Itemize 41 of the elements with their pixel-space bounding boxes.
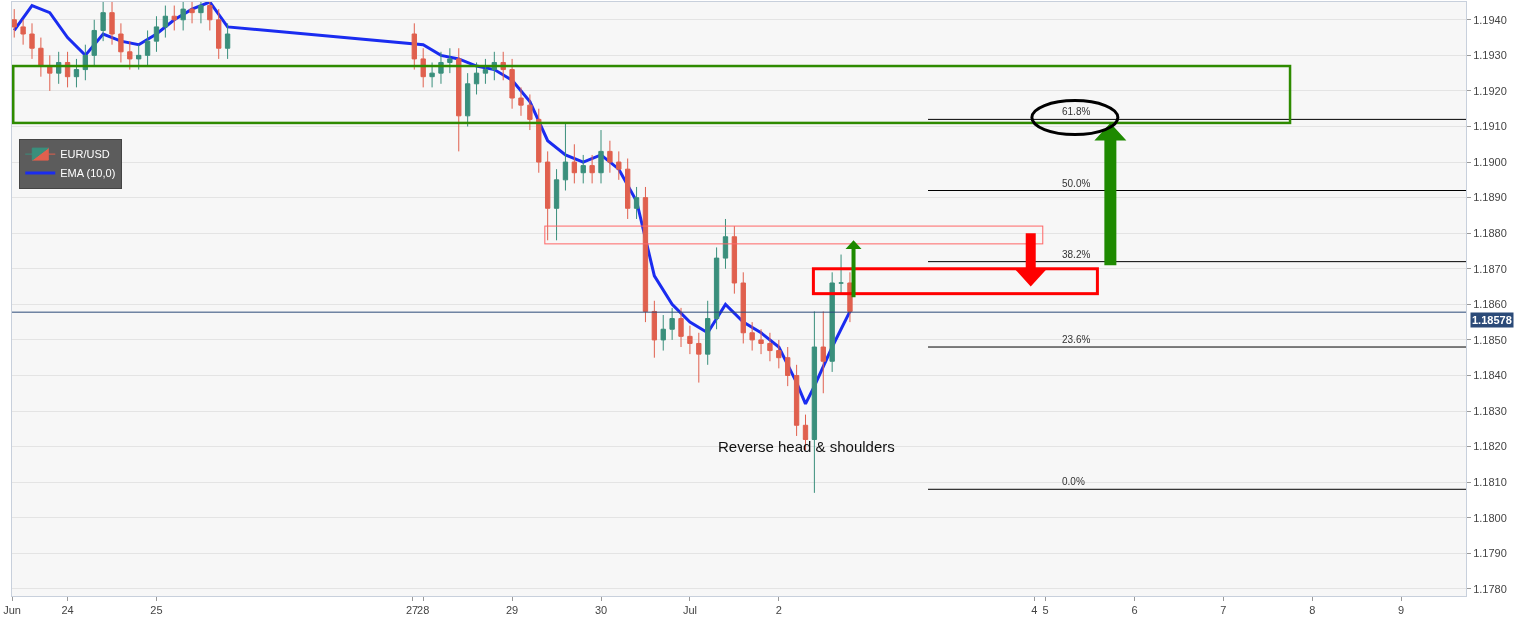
y-tick-label: 1.1800 xyxy=(1473,511,1507,524)
x-tick-label: 29 xyxy=(505,604,519,617)
annotation: Reverse head & shoulders xyxy=(718,438,895,455)
annotation: 38.2% xyxy=(1062,249,1091,260)
x-tick-label: 9 xyxy=(1398,604,1405,617)
annotation: 61.8% xyxy=(1062,106,1091,117)
x-tick-label: 24 xyxy=(61,604,74,617)
x-tick-label: 28 xyxy=(417,604,430,617)
x-tick-label: 4 xyxy=(1031,604,1038,617)
y-tick-label: 1.1780 xyxy=(1473,582,1507,595)
x-tick-label: 2 xyxy=(775,604,782,617)
y-tick-label: 1.1810 xyxy=(1473,476,1507,489)
y-tick-label: 1.1840 xyxy=(1473,369,1507,382)
y-tick-label: 1.1850 xyxy=(1473,333,1507,346)
y-tick-label: 1.1830 xyxy=(1473,404,1507,417)
annotation: 50.0% xyxy=(1062,178,1091,189)
x-tick-label: 27 xyxy=(405,604,419,617)
y-tick-label: 1.1790 xyxy=(1473,547,1507,560)
y-tick-label: 1.1930 xyxy=(1473,49,1507,62)
y-tick-label: 1.1890 xyxy=(1473,191,1507,204)
y-tick-label: 1.1820 xyxy=(1473,440,1507,453)
x-tick-label: 6 xyxy=(1131,604,1138,617)
x-tick-label: Jun xyxy=(3,604,21,617)
x-tick-label: Jul xyxy=(682,604,697,617)
x-tick-label: 7 xyxy=(1220,604,1227,617)
annotation: 0.0% xyxy=(1062,476,1085,487)
y-tick-label: 1.1900 xyxy=(1473,155,1507,168)
y-tick-label: 1.1920 xyxy=(1473,84,1507,97)
y-tick-label: 1.1860 xyxy=(1473,298,1507,311)
annotation: 23.6% xyxy=(1062,334,1091,345)
legend-label: EUR/USD xyxy=(60,148,110,161)
y-tick-label: 1.1870 xyxy=(1473,262,1507,275)
y-tick-label: 1.1880 xyxy=(1473,227,1507,240)
ref-line-label: 1.18578 xyxy=(1472,314,1512,326)
y-tick-label: 1.1940 xyxy=(1473,13,1507,26)
x-tick-label: 30 xyxy=(594,604,608,617)
x-tick-label: 5 xyxy=(1042,604,1049,617)
x-tick-label: 25 xyxy=(150,604,163,617)
legend-label: EMA (10,0) xyxy=(60,167,116,180)
y-tick-label: 1.1910 xyxy=(1473,120,1507,133)
x-tick-label: 8 xyxy=(1309,604,1316,617)
